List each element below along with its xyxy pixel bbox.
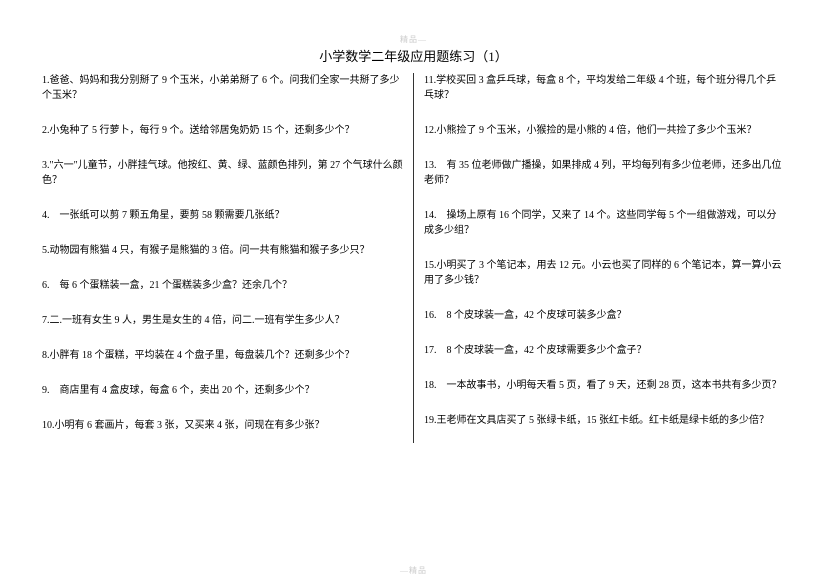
question-item: 6. 每 6 个蛋糕装一盒，21 个蛋糕装多少盒？还余几个？ [42,278,403,293]
question-item: 1.爸爸、妈妈和我分别掰了 9 个玉米，小弟弟掰了 6 个。问我们全家一共掰了多… [42,73,403,103]
columns-container: 1.爸爸、妈妈和我分别掰了 9 个玉米，小弟弟掰了 6 个。问我们全家一共掰了多… [42,73,785,443]
question-item: 2.小兔种了 5 行萝卜，每行 9 个。送给邻居兔奶奶 15 个，还剩多少个？ [42,123,403,138]
question-item: 19.王老师在文具店买了 5 张绿卡纸，15 张红卡纸。红卡纸是绿卡纸的多少倍？ [424,413,785,428]
question-item: 12.小熊捡了 9 个玉米，小猴捡的是小熊的 4 倍，他们一共捡了多少个玉米？ [424,123,785,138]
question-item: 18. 一本故事书，小明每天看 5 页，看了 9 天，还剩 28 页，这本书共有… [424,378,785,393]
question-item: 4. 一张纸可以剪 7 颗五角星，要剪 58 颗需要几张纸？ [42,208,403,223]
question-item: 7.二.一班有女生 9 人，男生是女生的 4 倍，问二.一班有学生多少人？ [42,313,403,328]
question-item: 17. 8 个皮球装一盒，42 个皮球需要多少个盒子？ [424,343,785,358]
question-item: 5.动物园有熊猫 4 只，有猴子是熊猫的 3 倍。问一共有熊猫和猴子多少只？ [42,243,403,258]
watermark-top: 精品— [400,34,427,45]
worksheet-page: 精品— 小学数学二年级应用题练习（1） 1.爸爸、妈妈和我分别掰了 9 个玉米，… [0,0,827,584]
question-item: 15.小明买了 3 个笔记本，用去 12 元。小云也买了同样的 6 个笔记本，算… [424,258,785,288]
right-column: 11.学校买回 3 盒乒乓球，每盒 8 个，平均发给二年级 4 个班，每个班分得… [414,73,785,443]
question-item: 9. 商店里有 4 盒皮球，每盒 6 个，卖出 20 个，还剩多少个？ [42,383,403,398]
watermark-bottom: —精品 [400,565,427,576]
question-item: 11.学校买回 3 盒乒乓球，每盒 8 个，平均发给二年级 4 个班，每个班分得… [424,73,785,103]
left-column: 1.爸爸、妈妈和我分别掰了 9 个玉米，小弟弟掰了 6 个。问我们全家一共掰了多… [42,73,413,443]
question-item: 10.小明有 6 套画片，每套 3 张，又买来 4 张，问现在有多少张？ [42,418,403,433]
question-item: 14. 操场上原有 16 个同学，又来了 14 个。这些同学每 5 个一组做游戏… [424,208,785,238]
question-item: 16. 8 个皮球装一盒，42 个皮球可装多少盒？ [424,308,785,323]
worksheet-title: 小学数学二年级应用题练习（1） [42,46,785,65]
question-item: 3."六一"儿童节，小胖挂气球。他按红、黄、绿、蓝颜色排列，第 27 个气球什么… [42,158,403,188]
question-item: 13. 有 35 位老师做广播操，如果排成 4 列，平均每列有多少位老师，还多出… [424,158,785,188]
question-item: 8.小胖有 18 个蛋糕，平均装在 4 个盘子里，每盘装几个？还剩多少个？ [42,348,403,363]
